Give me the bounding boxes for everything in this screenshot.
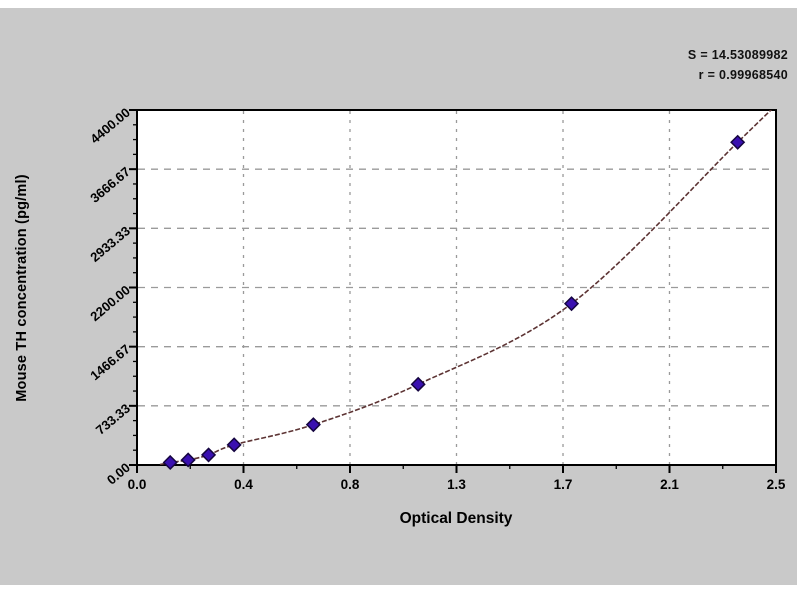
y-tick-label: 1466.67 bbox=[87, 341, 133, 383]
data-point-marker bbox=[162, 454, 178, 471]
y-tick-label: 2200.00 bbox=[87, 282, 133, 324]
x-tick-label: 2.5 bbox=[767, 477, 786, 492]
data-point-marker bbox=[226, 437, 242, 453]
data-point-marker bbox=[730, 134, 746, 150]
x-tick-label: 1.7 bbox=[554, 477, 573, 492]
y-tick-label: 2933.33 bbox=[87, 223, 133, 265]
y-tick-label: 733.33 bbox=[93, 401, 133, 438]
x-tick-label: 1.3 bbox=[447, 477, 466, 492]
data-point-marker bbox=[201, 447, 217, 463]
fit-stderr-value: S = 14.53089982 bbox=[687, 48, 788, 62]
fit-correlation-value: r = 0.99968540 bbox=[698, 68, 788, 82]
data-point-marker bbox=[410, 376, 426, 392]
data-point-marker bbox=[305, 417, 321, 433]
x-axis-title: Optical Density bbox=[399, 510, 513, 527]
y-tick-label: 4400.00 bbox=[87, 105, 133, 147]
x-tick-label: 2.1 bbox=[660, 477, 679, 492]
x-tick-label: 0.4 bbox=[234, 477, 253, 492]
data-point-marker bbox=[180, 452, 196, 468]
data-point-marker bbox=[563, 296, 580, 312]
y-tick-label: 3666.67 bbox=[87, 164, 133, 206]
y-axis-title: Mouse TH concentration (pg/ml) bbox=[14, 174, 30, 402]
fitted-curve bbox=[159, 110, 773, 465]
x-tick-label: 0.8 bbox=[341, 477, 360, 492]
x-tick-label: 0.0 bbox=[128, 477, 147, 492]
